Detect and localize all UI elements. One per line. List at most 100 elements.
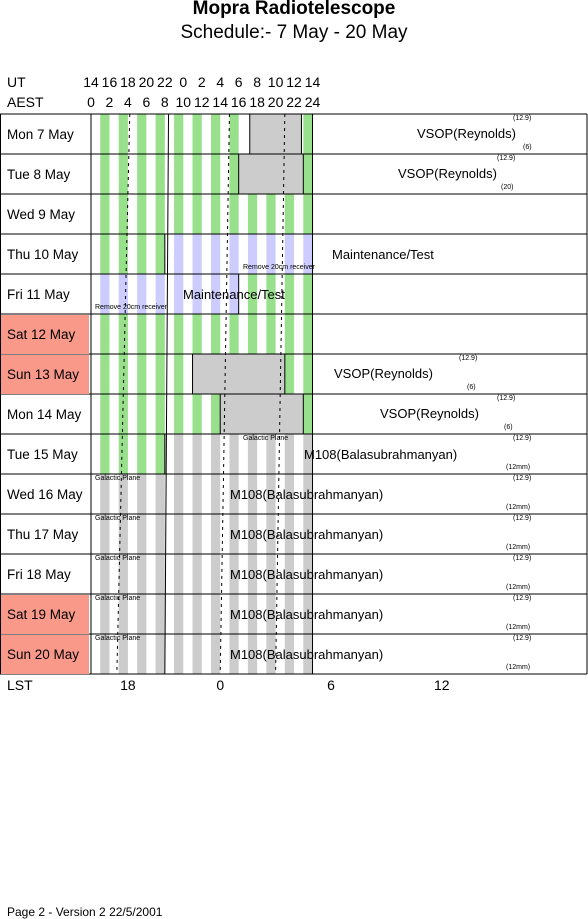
green-stripe	[100, 314, 110, 354]
m108-stripe	[210, 434, 221, 474]
galactic-plane-note: Galactic Plane	[95, 555, 141, 562]
m108-stripe	[174, 594, 184, 634]
m108-stripe	[284, 514, 295, 554]
aest-tick: 22	[286, 94, 302, 110]
maintenance-stripe	[155, 274, 165, 314]
m108-stripe	[247, 434, 258, 474]
frequency-note: (12.9)	[513, 635, 532, 642]
maintenance-label: Maintenance/Test	[183, 287, 285, 302]
frequency-note: (12.9)	[497, 395, 516, 402]
m108-stripe	[174, 434, 184, 474]
frequency-note: (6)	[523, 144, 532, 151]
green-stripe	[192, 394, 202, 434]
m108-stripe	[174, 514, 184, 554]
m108-stripe	[118, 554, 128, 594]
maintenance-stripe	[174, 274, 184, 314]
version-footer: Page 2 - Version 2 22/5/2001	[7, 905, 163, 919]
aest-tick: 2	[105, 94, 114, 110]
green-stripe	[118, 234, 128, 274]
ut-tick: 16	[101, 74, 118, 90]
m108-stripe	[247, 514, 258, 554]
aest-tick: 18	[249, 94, 265, 110]
day-label: Tue 8 May	[7, 167, 71, 182]
m108-stripe	[118, 594, 128, 634]
lst-12-line	[275, 113, 286, 675]
green-stripe	[247, 194, 258, 234]
green-stripe	[100, 114, 110, 154]
aest-label: AEST	[7, 94, 44, 110]
green-stripe	[266, 274, 276, 314]
green-stripe	[192, 154, 202, 194]
day-label: Sun 20 May	[1, 635, 89, 674]
maintenance-stripe	[284, 234, 295, 274]
m108-stripe	[266, 434, 276, 474]
m108-label: M108(Balasubrahmanyan)	[230, 607, 384, 622]
maintenance-stripe	[303, 234, 313, 274]
galactic-plane-note: Galactic Plane	[95, 595, 141, 602]
m108-stripe	[210, 634, 221, 674]
m108-stripe	[137, 554, 147, 594]
green-stripe	[210, 314, 221, 354]
maintenance-stripe	[210, 274, 221, 314]
maintenance-stripe	[118, 274, 128, 314]
m108-stripe	[303, 514, 313, 554]
green-stripe	[247, 314, 258, 354]
maintenance-stripe	[210, 234, 221, 274]
maintenance-stripe	[266, 234, 276, 274]
ut-tick: 14	[304, 74, 321, 90]
m108-stripe	[266, 554, 276, 594]
green-stripe	[229, 114, 239, 154]
m108-stripe	[155, 514, 165, 554]
vsop-label: VSOP(Reynolds)	[334, 366, 433, 381]
day-label: Wed 16 May	[7, 487, 83, 502]
maintenance-label: Maintenance/Test	[332, 247, 434, 262]
green-stripe	[229, 154, 239, 194]
aest-tick: 0	[87, 94, 95, 110]
green-stripe	[303, 314, 313, 354]
green-stripe	[118, 434, 128, 474]
ut-tick: 14	[83, 74, 99, 90]
vsop-label: VSOP(Reynolds)	[380, 406, 479, 421]
frequency-note: (12.9)	[459, 355, 478, 362]
m108-stripe	[247, 554, 258, 594]
lst-0-line	[164, 113, 170, 675]
m108-stripe	[155, 474, 165, 514]
frequency-note: (12mm)	[506, 544, 531, 551]
aest-tick: 12	[193, 94, 210, 110]
m108-stripe	[192, 634, 202, 674]
ut-tick: 2	[197, 74, 206, 90]
green-stripe	[229, 314, 239, 354]
green-stripe	[155, 194, 165, 234]
green-stripe	[137, 194, 147, 234]
lst-6-line	[219, 113, 230, 675]
m108-stripe	[100, 634, 110, 674]
green-stripe	[137, 154, 147, 194]
green-stripe	[303, 154, 313, 194]
m108-stripe	[229, 594, 239, 634]
green-stripe	[100, 194, 110, 234]
frequency-note: (12.9)	[497, 155, 516, 162]
m108-stripe	[192, 554, 202, 594]
ut-tick: 12	[286, 74, 302, 90]
green-stripe	[210, 154, 221, 194]
frequency-note: (12.9)	[513, 115, 532, 122]
m108-stripe	[229, 554, 239, 594]
m108-stripe	[174, 634, 184, 674]
aest-tick: 10	[175, 94, 192, 110]
m108-stripe	[210, 514, 221, 554]
frequency-note: (12mm)	[506, 584, 531, 591]
green-stripe	[118, 394, 128, 434]
green-stripe	[155, 154, 165, 194]
page-title: Mopra Radiotelescope	[192, 0, 396, 19]
maintenance-stripe	[174, 234, 184, 274]
day-label: Sat 19 May	[1, 595, 89, 634]
ut-tick: 8	[253, 74, 262, 90]
ut-tick: 22	[157, 74, 173, 90]
m108-stripe	[284, 474, 295, 514]
green-stripe	[137, 114, 147, 154]
m108-stripe	[174, 554, 184, 594]
green-stripe	[174, 194, 184, 234]
m108-stripe	[247, 594, 258, 634]
m108-stripe	[100, 474, 110, 514]
